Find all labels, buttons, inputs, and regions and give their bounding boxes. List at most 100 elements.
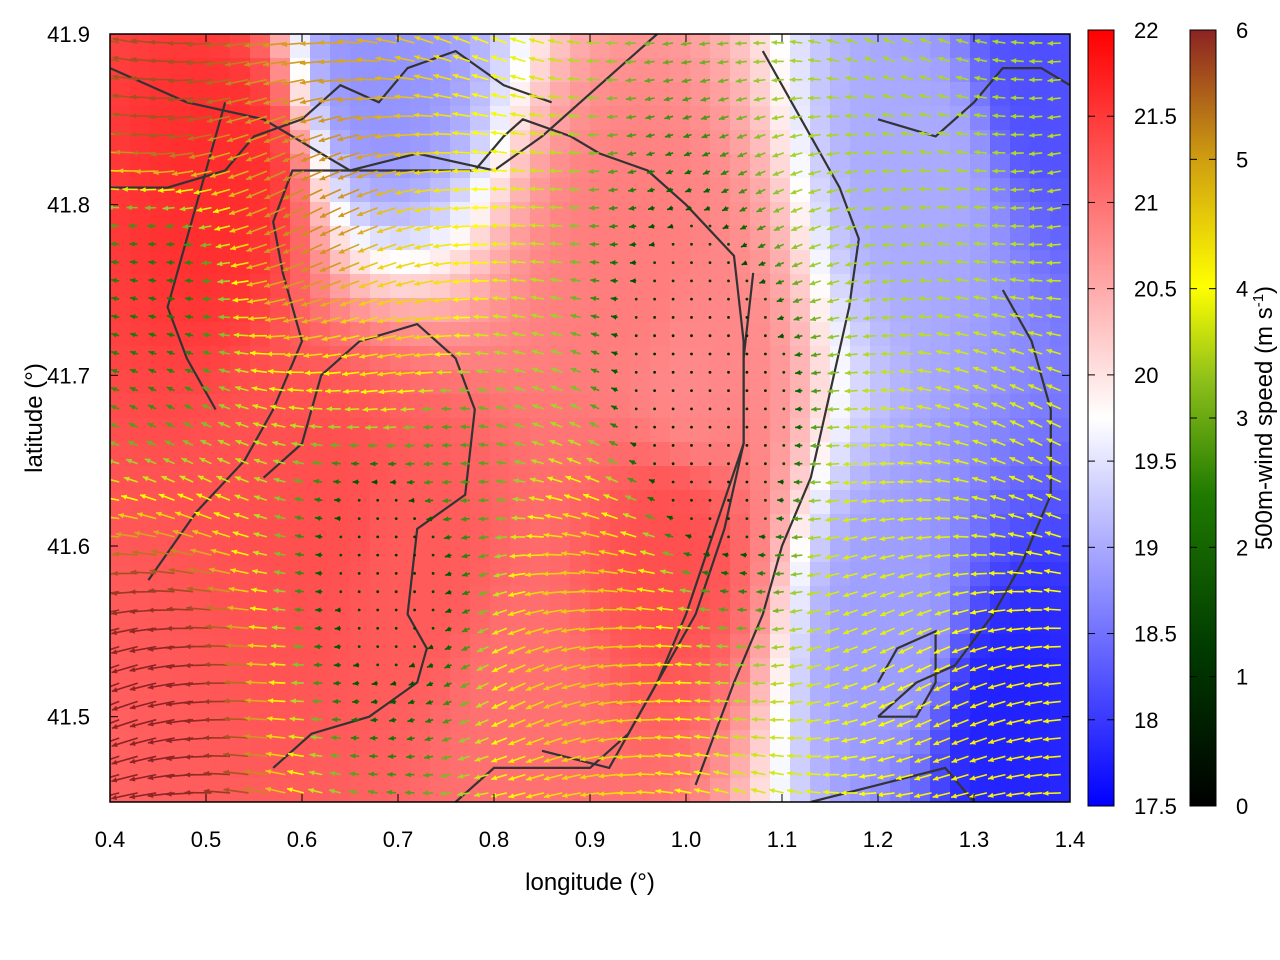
heat-cell bbox=[250, 346, 271, 371]
heat-cell bbox=[670, 394, 691, 419]
heat-cell bbox=[590, 250, 611, 275]
wind-arrow bbox=[782, 370, 786, 374]
wind-arrow bbox=[745, 517, 749, 520]
heat-cell bbox=[130, 322, 151, 347]
heat-cell bbox=[590, 346, 611, 371]
heat-cell bbox=[350, 370, 371, 395]
heat-cell bbox=[830, 778, 851, 802]
heat-cell bbox=[110, 130, 131, 155]
heat-cell bbox=[410, 298, 431, 323]
heat-cell bbox=[610, 298, 631, 323]
heat-cell bbox=[990, 154, 1011, 179]
heat-cell bbox=[730, 130, 751, 155]
wind-arrow bbox=[394, 553, 398, 557]
heat-cell bbox=[950, 34, 971, 59]
heat-cell bbox=[950, 298, 971, 323]
heat-cell bbox=[450, 418, 471, 443]
heat-cell bbox=[690, 58, 711, 83]
heat-cell bbox=[650, 442, 671, 467]
heat-cell bbox=[390, 346, 411, 371]
heat-cell bbox=[610, 418, 631, 443]
heat-cell bbox=[890, 154, 911, 179]
heat-cell bbox=[290, 250, 311, 275]
heat-cell bbox=[690, 82, 711, 107]
wind-arrow bbox=[764, 517, 767, 520]
heat-cell bbox=[850, 154, 871, 179]
heat-cell bbox=[150, 418, 171, 443]
heat-cell bbox=[890, 490, 911, 515]
heat-cell bbox=[1050, 466, 1070, 491]
heat-cell bbox=[370, 490, 391, 515]
wind-arrow bbox=[727, 242, 730, 246]
heat-cell bbox=[770, 346, 791, 371]
heat-cell bbox=[630, 250, 651, 275]
heat-cell bbox=[870, 34, 891, 59]
heat-cell bbox=[670, 274, 691, 299]
heat-cell bbox=[130, 370, 151, 395]
heat-cell bbox=[330, 58, 351, 83]
heat-cell bbox=[370, 586, 391, 611]
heat-cell bbox=[610, 346, 631, 371]
heat-cell bbox=[110, 466, 131, 491]
wind-arrow bbox=[671, 261, 675, 264]
heat-cell bbox=[590, 154, 611, 179]
heat-cell bbox=[150, 106, 171, 131]
wind-arrow bbox=[727, 407, 730, 411]
heat-cell bbox=[850, 490, 871, 515]
heat-cell bbox=[1050, 418, 1070, 443]
heat-cell bbox=[630, 466, 651, 491]
heat-cell bbox=[670, 562, 691, 587]
temperature-heatmap bbox=[110, 34, 1070, 802]
wind-arrow bbox=[376, 663, 380, 667]
wind-arrow bbox=[431, 590, 435, 594]
heat-cell bbox=[710, 658, 731, 683]
heat-cell bbox=[150, 130, 171, 155]
wind-arrow bbox=[782, 352, 786, 356]
heat-cell bbox=[470, 178, 491, 203]
heat-cell bbox=[510, 490, 531, 515]
heat-cell bbox=[690, 442, 711, 467]
wind-arrow bbox=[745, 498, 749, 502]
heat-cell bbox=[890, 394, 911, 419]
heat-cell bbox=[270, 466, 291, 491]
heat-cell bbox=[990, 226, 1011, 251]
heat-cell bbox=[890, 82, 911, 107]
heat-cell bbox=[550, 322, 571, 347]
wind-arrow bbox=[764, 498, 767, 502]
heat-cell bbox=[830, 370, 851, 395]
heat-cell bbox=[490, 106, 511, 131]
heat-cell bbox=[390, 418, 411, 443]
heat-cell bbox=[510, 514, 531, 539]
heat-cell bbox=[510, 586, 531, 611]
heat-cell bbox=[450, 370, 471, 395]
heat-cell bbox=[330, 586, 351, 611]
wind-arrow bbox=[727, 517, 730, 520]
heat-cell bbox=[270, 586, 291, 611]
heat-cell bbox=[730, 274, 751, 299]
heat-cell bbox=[930, 106, 951, 131]
temperature-colorbar-gradient bbox=[1087, 29, 1115, 807]
heat-cell bbox=[310, 514, 331, 539]
heat-cell bbox=[210, 682, 231, 707]
wind-arrow bbox=[727, 316, 730, 319]
heat-cell bbox=[450, 34, 471, 59]
heat-cell bbox=[1010, 730, 1031, 755]
heat-cell bbox=[630, 82, 651, 107]
heat-cell bbox=[610, 658, 631, 683]
heat-cell bbox=[650, 178, 671, 203]
heat-cell bbox=[1050, 346, 1070, 371]
wind-arrow bbox=[708, 316, 712, 319]
wind-arrow bbox=[394, 663, 398, 667]
heat-cell bbox=[750, 250, 771, 275]
heat-cell bbox=[850, 586, 871, 611]
heat-cell bbox=[1030, 130, 1051, 155]
heat-cell bbox=[290, 466, 311, 491]
heat-cell bbox=[130, 466, 151, 491]
heat-cell bbox=[310, 682, 331, 707]
heat-cell bbox=[430, 130, 451, 155]
heat-cell bbox=[490, 778, 511, 802]
heat-cell bbox=[730, 514, 751, 539]
wind-arrow bbox=[671, 480, 675, 484]
heat-cell bbox=[710, 298, 731, 323]
heat-cell bbox=[670, 298, 691, 323]
